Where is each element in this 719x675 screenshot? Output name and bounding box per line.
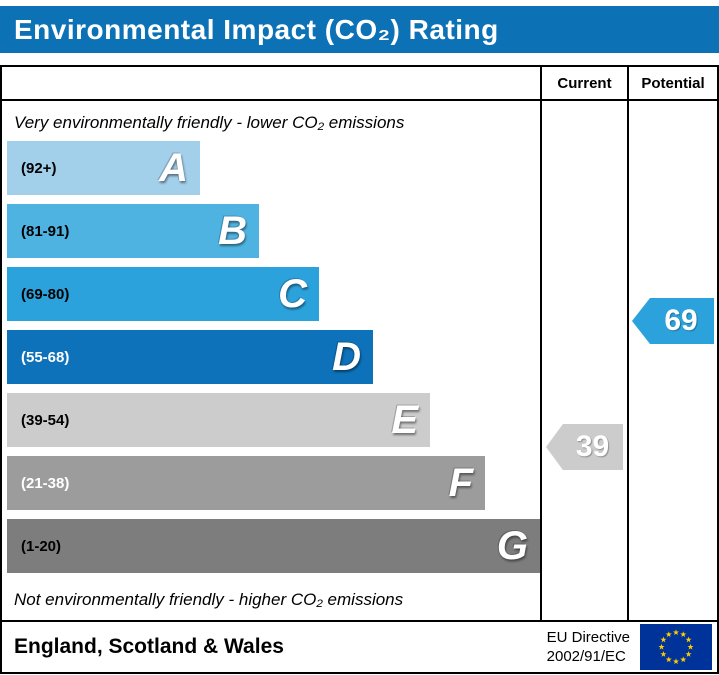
band-range: (1-20) [21,537,62,555]
band-letter: D [332,335,361,379]
band-range: (39-54) [21,411,70,429]
band-row-d: (55-68) D [7,330,373,384]
band-range: (69-80) [21,285,70,303]
title-bar: Environmental Impact (CO₂) Rating [0,6,719,53]
band-range: (55-68) [21,348,70,366]
top-note: Very environmentally friendly - lower CO… [14,113,405,132]
band-range: (21-38) [21,474,70,492]
potential-column: 69 [627,101,717,620]
band-row-b: (81-91) B [7,204,259,258]
eu-directive-line2: 2002/91/EC [546,648,626,665]
current-value: 39 [575,430,610,463]
footer: England, Scotland & Wales EU Directive 2… [0,622,719,674]
band-letter: B [218,209,247,253]
band-row-a: (92+) A [7,141,200,195]
eu-directive-line1: EU Directive [546,628,630,646]
band-row-f: (21-38) F [7,456,485,510]
chart-body: Very environmentally friendly - lower CO… [2,101,717,620]
potential-column-header: Potential [627,67,717,99]
chart-header-row: Current Potential [2,67,717,101]
band-letter: F [448,461,473,505]
bottom-note: Not environmentally friendly - higher CO… [14,590,404,609]
current-column-header: Current [540,67,627,99]
potential-value: 69 [664,304,698,337]
band-letter: G [496,524,528,568]
band-range: (81-91) [21,222,70,240]
rating-chart: Current Potential Very environmentally f… [0,65,719,622]
band-letter: A [159,146,188,190]
eu-directive-label: EU Directive 2002/91/EC [547,628,630,667]
current-column: 39 [540,101,627,620]
band-range: (92+) [21,159,57,177]
band-row-g: (1-20) G [7,519,540,573]
header-spacer [2,67,540,99]
eu-flag-icon [640,624,712,670]
page-title: Environmental Impact (CO₂) Rating [14,13,499,45]
region-label: England, Scotland & Wales [14,635,284,658]
band-letter: E [391,398,418,442]
band-row-c: (69-80) C [7,267,319,321]
band-letter: C [278,272,307,316]
bands-column: Very environmentally friendly - lower CO… [2,101,540,620]
band-row-e: (39-54) E [7,393,430,447]
potential-arrow: 69 [632,298,714,344]
current-arrow: 39 [546,424,623,470]
